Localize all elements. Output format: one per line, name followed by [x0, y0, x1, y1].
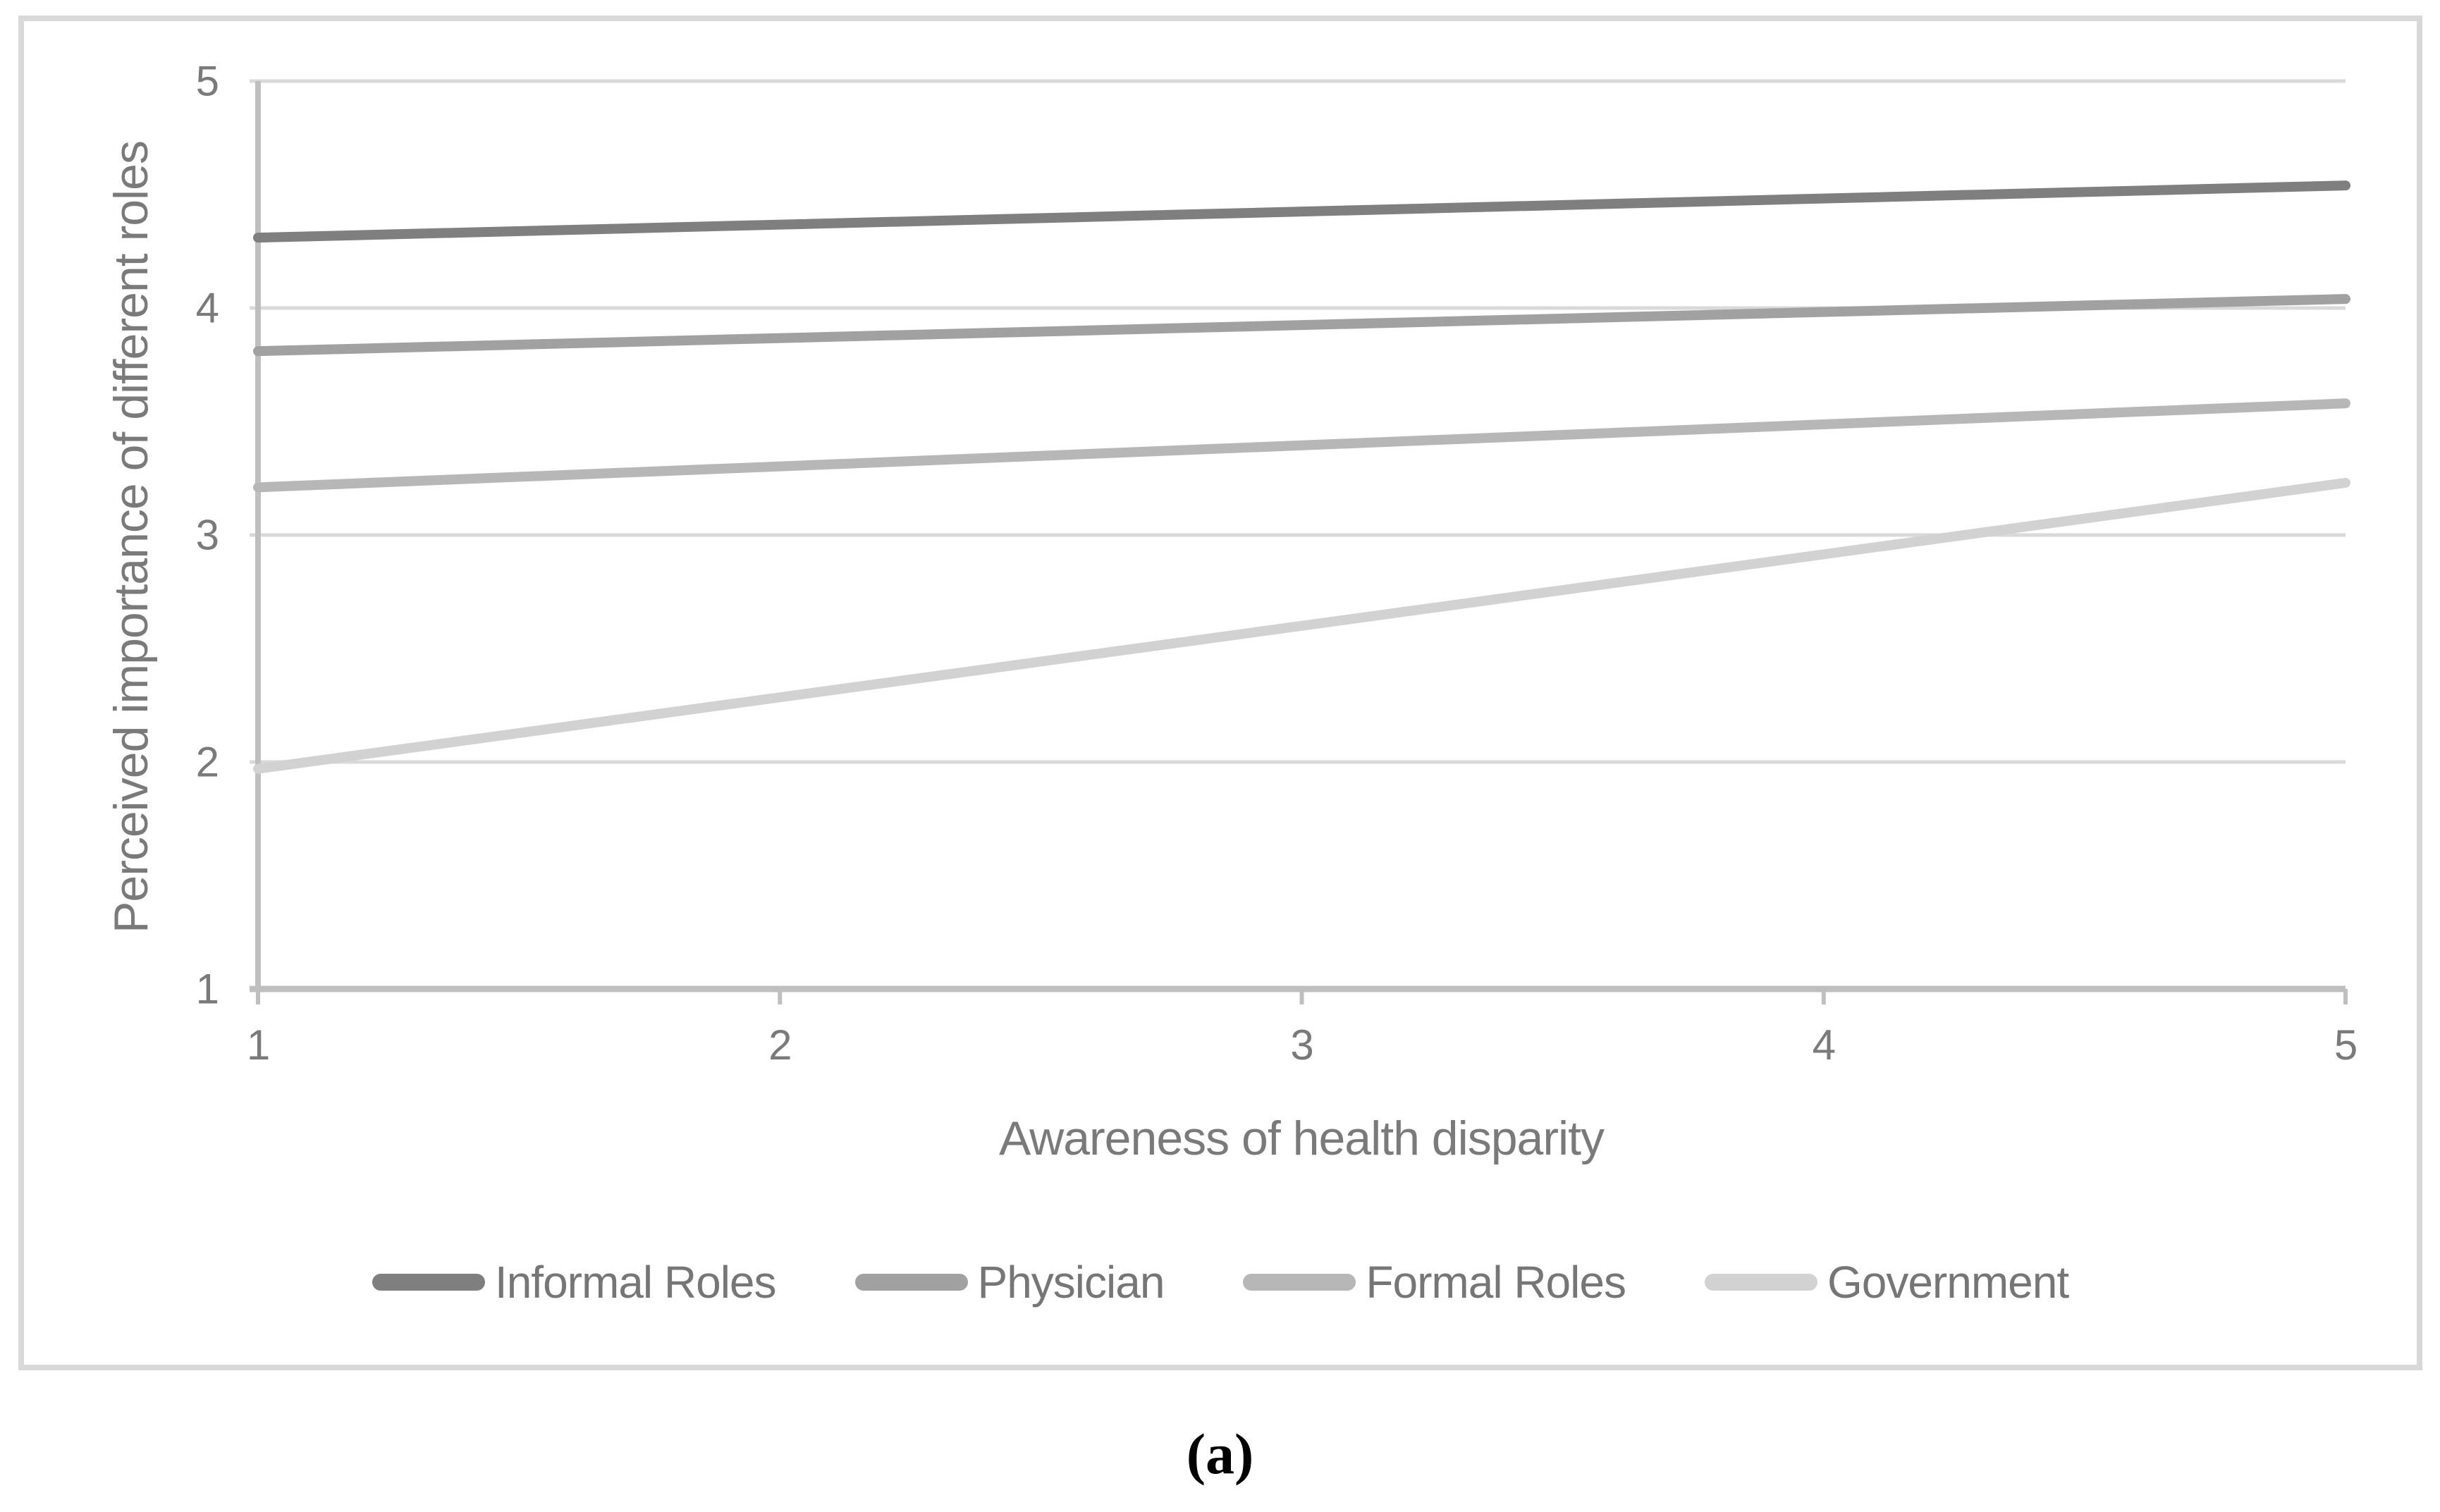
- y-tick-label: 4: [195, 284, 219, 332]
- y-tick-label: 5: [195, 57, 219, 105]
- legend-label: Physician: [977, 1257, 1165, 1308]
- y-tick-label: 3: [195, 511, 219, 559]
- legend: Informal Roles Physician Formal Roles Gover…: [18, 1256, 2422, 1308]
- legend-label: Government: [1827, 1257, 2069, 1308]
- legend-item-government: Government: [1704, 1256, 2069, 1308]
- series-line-government: [253, 477, 2350, 774]
- legend-label: Formal Roles: [1366, 1257, 1626, 1308]
- legend-line-swatch: [1243, 1274, 1356, 1291]
- figure-border: [18, 16, 2422, 1370]
- x-tick-label: 3: [1290, 1021, 1313, 1069]
- legend-line-swatch: [854, 1274, 968, 1291]
- x-tick-label: 1: [246, 1021, 270, 1069]
- x-tick-label: 5: [2334, 1021, 2358, 1069]
- legend-label: Informal Roles: [494, 1257, 777, 1308]
- x-tick-label: 2: [768, 1021, 792, 1069]
- series-line-informal-roles: [253, 180, 2350, 243]
- y-tick-label: 2: [195, 738, 219, 786]
- legend-line-swatch: [1704, 1274, 1817, 1291]
- y-axis-title: Perceived importance of different roles: [104, 141, 158, 933]
- series-line-physician: [253, 294, 2350, 357]
- series-line-formal-roles: [253, 398, 2350, 493]
- legend-item-physician: Physician: [854, 1256, 1165, 1308]
- figure-caption: (a): [1186, 1422, 1254, 1486]
- legend-item-informal-roles: Informal Roles: [372, 1256, 776, 1308]
- legend-line-swatch: [372, 1274, 485, 1291]
- x-tick-label: 4: [1812, 1021, 1836, 1069]
- x-axis-title: Awareness of health disparity: [998, 1112, 1605, 1165]
- legend-item-formal-roles: Formal Roles: [1243, 1256, 1626, 1308]
- y-tick-label: 1: [195, 965, 219, 1013]
